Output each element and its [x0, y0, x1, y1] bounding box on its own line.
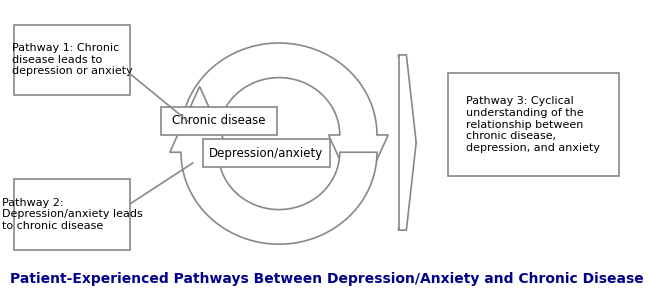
- Polygon shape: [170, 86, 377, 244]
- Bar: [203, 139, 330, 167]
- Bar: [14, 25, 130, 95]
- Text: Pathway 1: Chronic
disease leads to
depression or anxiety: Pathway 1: Chronic disease leads to depr…: [12, 43, 133, 76]
- Text: Pathway 3: Cyclical
understanding of the
relationship between
chronic disease,
d: Pathway 3: Cyclical understanding of the…: [466, 97, 600, 153]
- Bar: [14, 179, 130, 250]
- Bar: [162, 107, 277, 135]
- Text: Pathway 2:
Depression/anxiety leads
to chronic disease: Pathway 2: Depression/anxiety leads to c…: [2, 198, 143, 231]
- Bar: [447, 73, 619, 176]
- Polygon shape: [181, 43, 388, 201]
- Text: Depression/anxiety: Depression/anxiety: [209, 147, 323, 160]
- Text: Patient-Experienced Pathways Between Depression/Anxiety and Chronic Disease: Patient-Experienced Pathways Between Dep…: [10, 272, 644, 286]
- Text: Chronic disease: Chronic disease: [173, 114, 266, 127]
